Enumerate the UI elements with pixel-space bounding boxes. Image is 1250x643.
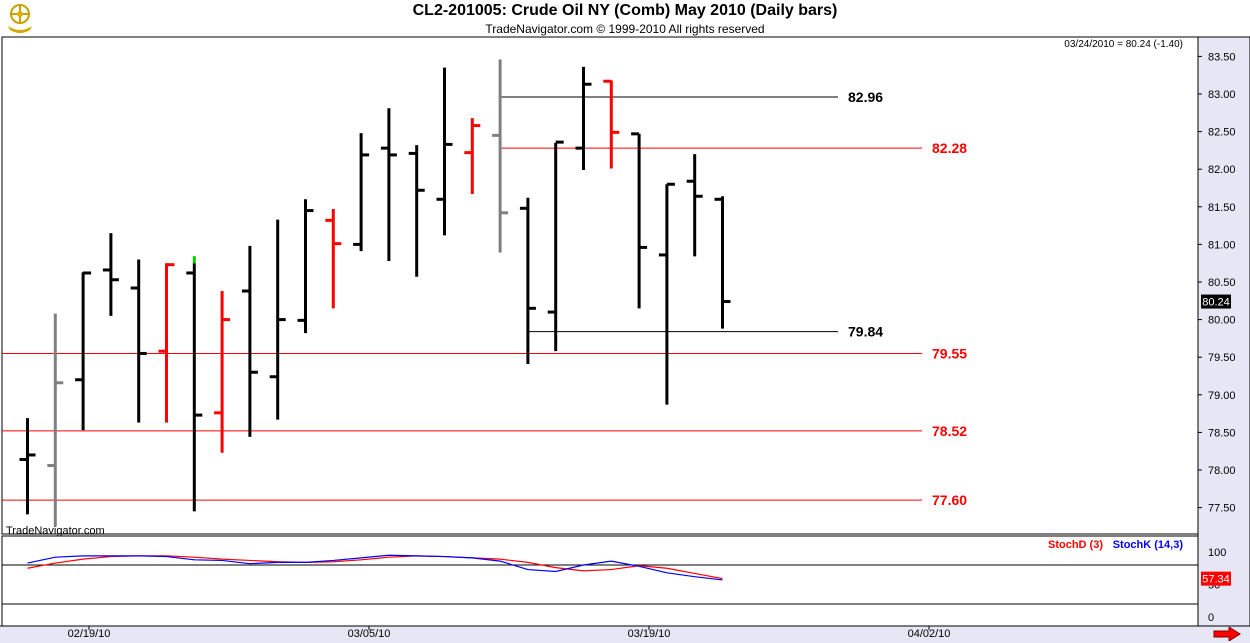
stochastic-last-label: 57.34 [1202,574,1230,586]
y-tick-label: 80.50 [1208,277,1236,289]
level-label: 79.55 [932,345,967,361]
y-tick-label: 77.50 [1208,503,1236,515]
last-price-box [1201,294,1231,309]
watermark: TradeNavigator.com [6,525,105,537]
level-label: 79.84 [848,324,883,340]
y-tick-label: 79.50 [1208,352,1236,364]
x-tick-label: 02/19/10 [68,628,111,640]
stochastic-series-line [27,554,723,581]
copyright-notice: TradeNavigator.com © 1999-2010 All right… [485,22,765,36]
stochd-legend: StochD (3) [1048,539,1103,551]
y-tick-label: 78.00 [1208,465,1236,477]
y-tick-label: 83.00 [1208,89,1236,101]
level-label: 82.28 [932,140,967,156]
stochastic-y-tick-label: 0 [1208,612,1214,624]
y-tick-label: 83.50 [1208,51,1236,63]
last-price-label: 80.24 [1202,297,1230,309]
level-label: 82.96 [848,89,883,105]
x-tick-label: 03/05/10 [348,628,391,640]
scroll-right-arrow-icon[interactable] [1213,627,1241,641]
y-tick-label: 81.50 [1208,202,1236,214]
tradenavigator-logo-icon [8,4,32,33]
y-tick-label: 80.00 [1208,315,1236,327]
y-tick-label: 78.50 [1208,427,1236,439]
time-axis-panel [0,626,1250,643]
x-tick-label: 03/19/10 [628,628,671,640]
level-label: 77.60 [932,492,967,508]
chart-title: CL2-201005: Crude Oil NY (Comb) May 2010… [412,2,838,19]
price-axis-panel [1197,36,1250,627]
stochastic-y-tick-label: 100 [1208,547,1226,559]
y-tick-label: 82.00 [1208,164,1236,176]
y-tick-label: 79.00 [1208,390,1236,402]
price-panel [1,36,1199,535]
last-quote-label: 03/24/2010 = 80.24 (-1.40) [1064,39,1183,50]
y-tick-label: 82.50 [1208,127,1236,139]
stochastic-last-box [1201,571,1231,586]
stochk-legend: StochK (14,3) [1113,539,1184,551]
stochastic-panel [1,535,1199,627]
level-label: 78.52 [932,423,967,439]
x-tick-label: 04/02/10 [908,628,951,640]
y-tick-label: 81.00 [1208,239,1236,251]
